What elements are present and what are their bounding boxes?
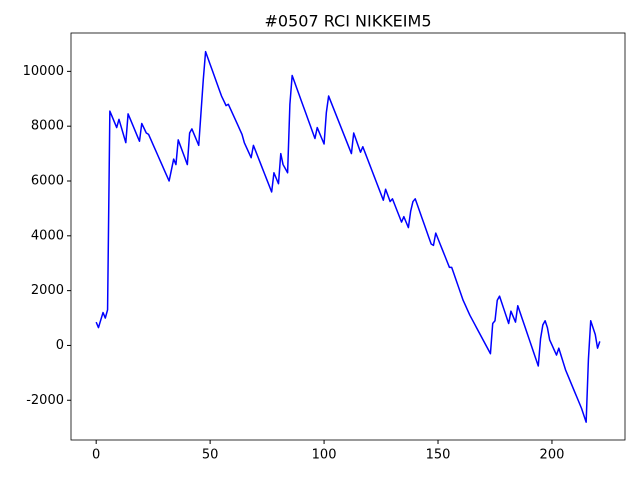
line-series — [95, 50, 601, 423]
x-tick-label: 200 — [540, 448, 565, 463]
y-tick-label: 4000 — [31, 228, 64, 243]
y-tick-label: 6000 — [31, 174, 64, 189]
plot-frame — [70, 32, 626, 441]
y-tick-label: 8000 — [31, 119, 64, 134]
y-tick-label: -2000 — [26, 393, 64, 408]
x-tick-label: 50 — [202, 448, 219, 463]
y-tick-label: 10000 — [23, 64, 64, 79]
y-tick-label: 0 — [56, 338, 64, 353]
x-tick-label: 0 — [92, 448, 100, 463]
x-tick-label: 100 — [312, 448, 337, 463]
y-tick-label: 2000 — [31, 283, 64, 298]
chart-title: #0507 RCI NIKKEIM5 — [265, 12, 432, 31]
x-tick-label: 150 — [426, 448, 451, 463]
